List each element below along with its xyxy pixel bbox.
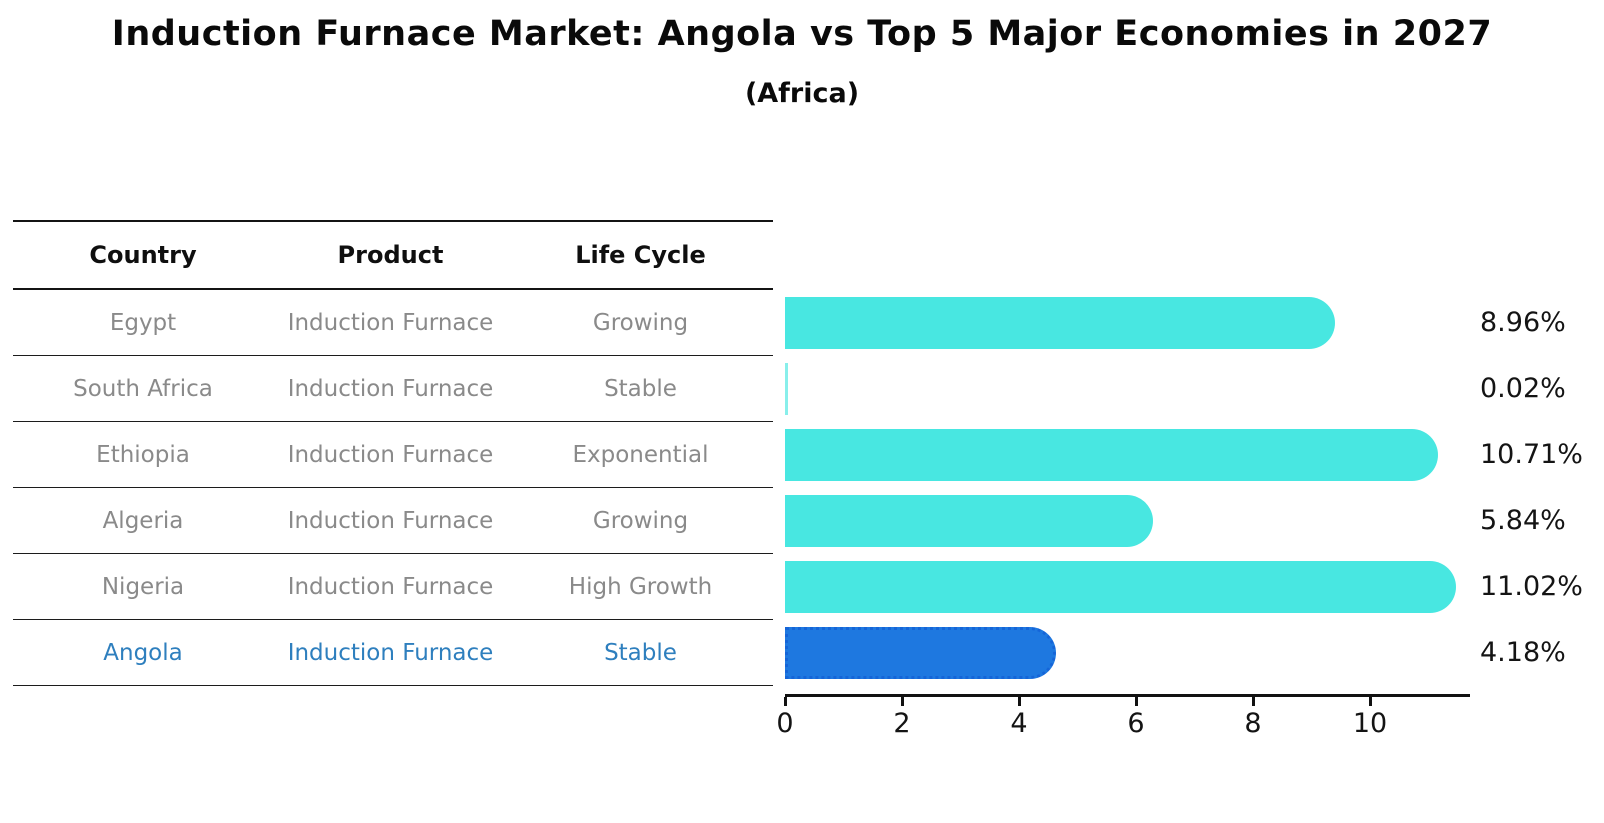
x-axis-tick-label: 8 xyxy=(1244,708,1262,739)
bar-row-algeria xyxy=(785,488,1485,554)
cell-product: Induction Furnace xyxy=(287,507,494,534)
cell-product: Induction Furnace xyxy=(287,441,494,468)
country-table: Country Product Life Cycle Egypt Inducti… xyxy=(13,220,773,686)
table-row: Egypt Induction Furnace Growing xyxy=(13,290,773,356)
cell-life-cycle: Growing xyxy=(592,507,689,534)
cell-country: Algeria xyxy=(102,507,184,534)
x-axis-tick-label: 2 xyxy=(893,708,911,739)
cell-life-cycle: Growing xyxy=(592,309,689,336)
x-axis-tick xyxy=(1369,697,1372,706)
x-axis-tick-label: 10 xyxy=(1352,708,1388,739)
header-product: Product xyxy=(337,241,444,269)
header-country: Country xyxy=(89,241,197,269)
bar-ethiopia xyxy=(785,429,1438,481)
table-row-angola-highlight: Angola Induction Furnace Stable xyxy=(13,620,773,686)
value-label-nigeria: 11.02% xyxy=(1480,571,1583,602)
x-axis-tick xyxy=(784,697,787,706)
cell-life-cycle: Stable xyxy=(604,639,677,666)
table-row: Ethiopia Induction Furnace Exponential xyxy=(13,422,773,488)
x-axis-tick xyxy=(1252,697,1255,706)
x-axis-tick xyxy=(1018,697,1021,706)
cell-country: Nigeria xyxy=(101,573,185,600)
bar-angola-highlight xyxy=(785,627,1056,679)
bar-nigeria xyxy=(785,561,1456,613)
cell-product: Induction Furnace xyxy=(287,375,494,402)
x-axis-tick-label: 4 xyxy=(1010,708,1028,739)
x-axis-line xyxy=(785,694,1470,697)
value-label-egypt: 8.96% xyxy=(1480,307,1566,338)
cell-country: Egypt xyxy=(109,309,177,336)
bar-south-africa xyxy=(785,363,788,415)
bar-row-angola xyxy=(785,620,1485,686)
value-label-south-africa: 0.02% xyxy=(1480,373,1566,404)
cell-country: Angola xyxy=(103,639,183,666)
bar-algeria xyxy=(785,495,1153,547)
header-life-cycle: Life Cycle xyxy=(575,241,706,269)
page-subtitle: (Africa) xyxy=(744,78,860,109)
cell-life-cycle: Stable xyxy=(604,375,677,402)
x-axis-tick xyxy=(1135,697,1138,706)
cell-product: Induction Furnace xyxy=(287,309,494,336)
value-label-algeria: 5.84% xyxy=(1480,505,1566,536)
cell-life-cycle: High Growth xyxy=(568,573,713,600)
cell-life-cycle: Exponential xyxy=(572,441,709,468)
page-title: Induction Furnace Market: Angola vs Top … xyxy=(111,14,1493,54)
cell-country: South Africa xyxy=(73,375,213,402)
bar-egypt xyxy=(785,297,1336,349)
bar-row-south-africa xyxy=(785,356,1485,422)
x-axis-tick xyxy=(901,697,904,706)
table-row: South Africa Induction Furnace Stable xyxy=(13,356,773,422)
x-axis-tick-label: 0 xyxy=(776,708,794,739)
cell-country: Ethiopia xyxy=(96,441,190,468)
bar-row-ethiopia xyxy=(785,422,1485,488)
cell-product: Induction Furnace xyxy=(287,573,494,600)
table-row: Nigeria Induction Furnace High Growth xyxy=(13,554,773,620)
table-header-row: Country Product Life Cycle xyxy=(13,220,773,290)
value-label-angola: 4.18% xyxy=(1480,637,1566,668)
bar-row-egypt xyxy=(785,290,1485,356)
table-row: Algeria Induction Furnace Growing xyxy=(13,488,773,554)
x-axis-tick-label: 6 xyxy=(1127,708,1145,739)
value-label-ethiopia: 10.71% xyxy=(1480,439,1583,470)
bar-row-nigeria xyxy=(785,554,1485,620)
cell-product: Induction Furnace xyxy=(287,639,494,666)
